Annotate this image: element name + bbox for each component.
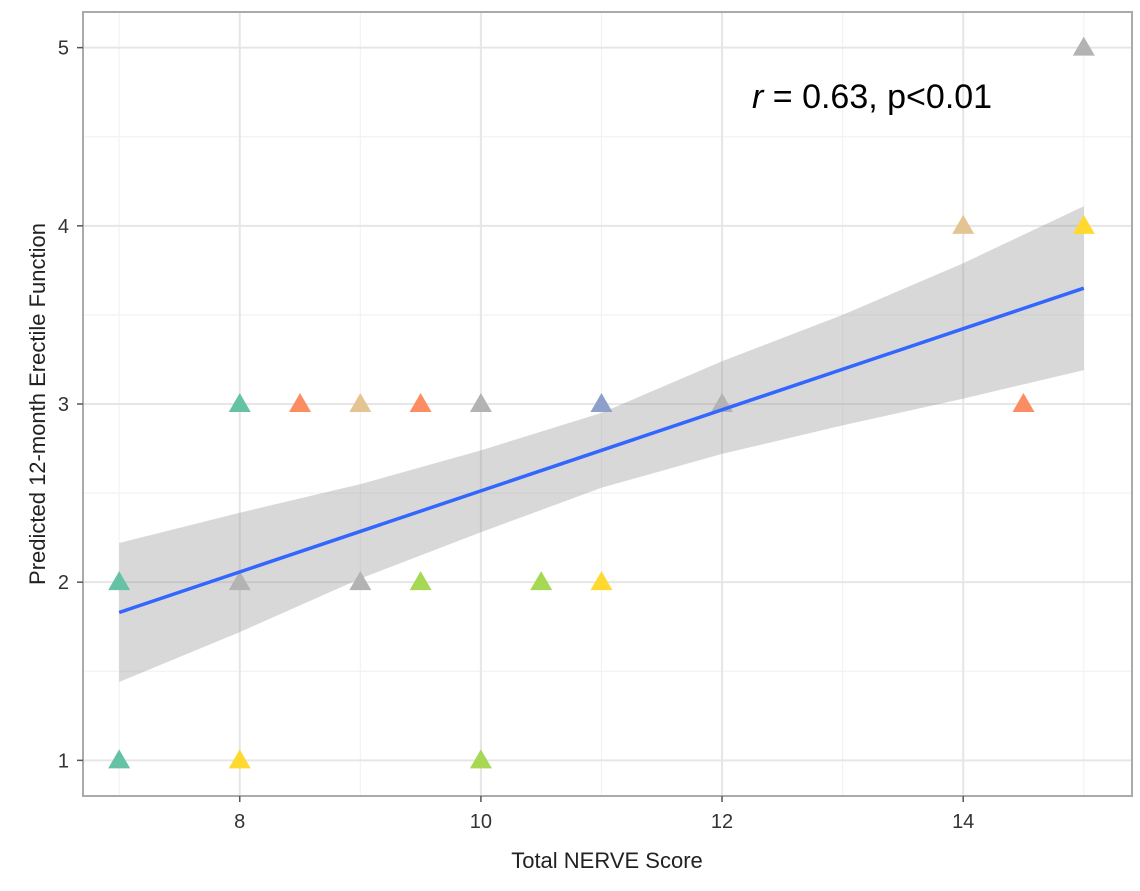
data-point bbox=[1012, 393, 1035, 412]
data-point bbox=[469, 393, 492, 412]
data-point bbox=[409, 571, 432, 591]
annotation-r: r bbox=[752, 78, 765, 116]
y-axis-label: Predicted 12-month Erectile Function bbox=[25, 223, 50, 585]
data-point bbox=[289, 393, 312, 412]
data-point bbox=[409, 393, 432, 412]
data-point bbox=[228, 393, 251, 412]
y-tick-label: 4 bbox=[58, 216, 69, 238]
data-points bbox=[108, 36, 1095, 769]
y-tick-label: 1 bbox=[58, 750, 69, 772]
x-tick-label: 10 bbox=[470, 811, 492, 833]
y-tick-label: 2 bbox=[58, 572, 69, 594]
annotation: r = 0.63, p<0.01 bbox=[752, 78, 992, 116]
annotation-text: = 0.63, p<0.01 bbox=[763, 78, 992, 116]
regression-line bbox=[118, 286, 1085, 615]
grid bbox=[83, 12, 1132, 796]
confidence-band bbox=[119, 206, 1084, 682]
data-point bbox=[349, 571, 372, 591]
data-point bbox=[349, 393, 372, 412]
data-point bbox=[228, 749, 251, 769]
x-tick-label: 12 bbox=[711, 811, 733, 833]
x-tick-label: 8 bbox=[234, 811, 245, 833]
data-point bbox=[590, 571, 613, 591]
data-point bbox=[108, 571, 131, 591]
data-point bbox=[228, 571, 251, 591]
data-point bbox=[108, 749, 131, 769]
data-point bbox=[1072, 36, 1095, 56]
data-point bbox=[590, 393, 613, 412]
y-tick-label: 5 bbox=[58, 38, 69, 60]
data-point bbox=[1072, 214, 1095, 234]
data-point bbox=[469, 749, 492, 769]
data-point bbox=[952, 214, 975, 234]
data-point bbox=[530, 571, 553, 591]
y-tick-label: 3 bbox=[58, 394, 69, 416]
x-tick-label: 14 bbox=[952, 811, 974, 833]
x-axis-label: Total NERVE Score bbox=[511, 848, 703, 873]
